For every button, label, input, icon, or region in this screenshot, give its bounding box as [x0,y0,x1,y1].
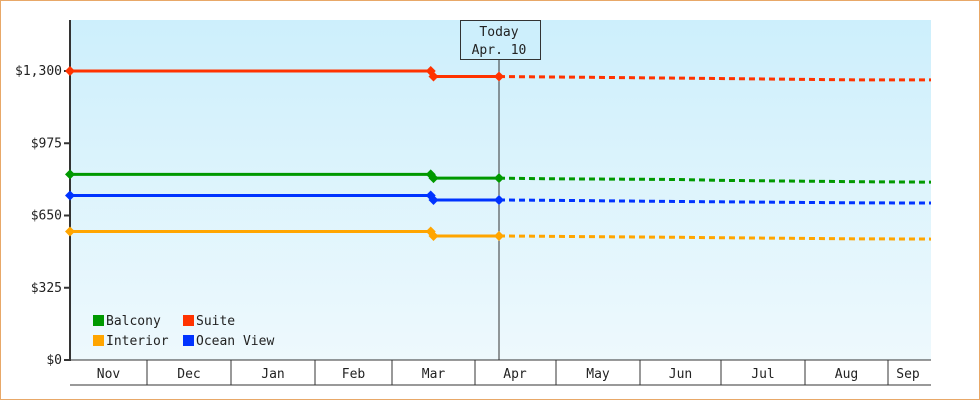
y-axis: $0 $325 $650 $975 $1,300 [15,20,71,368]
x-tick-label-jan: Jan [261,367,284,382]
series-lines [65,66,932,241]
legend-swatch [183,315,194,326]
x-tick-label-nov: Nov [97,367,121,382]
legend-item-interior: Interior [93,334,169,349]
legend-item-ocean-view: Ocean View [183,334,274,349]
legend-label: Interior [106,334,169,349]
y-tick-label: $975 [31,136,62,151]
x-tick-label-dec: Dec [177,367,200,382]
today-date: Apr. 10 [472,43,527,58]
today-marker: Today Apr. 10 [460,20,541,360]
today-label: Today [479,25,518,40]
x-tick-label-feb: Feb [342,367,366,382]
y-tick-label: $0 [46,353,62,368]
x-tick-label-mar: Mar [422,367,446,382]
legend-swatch [183,335,194,346]
y-tick-label: $1,300 [15,64,62,79]
legend: Balcony Suite Interior Ocean View [93,314,274,349]
legend-item-suite: Suite [183,314,235,329]
series-suite [65,66,931,82]
legend-label: Ocean View [196,334,274,349]
y-tick-label: $650 [31,209,62,224]
x-tick-label-aug: Aug [835,367,858,382]
y-tick-label: $325 [31,281,62,296]
series-interior [65,226,932,241]
x-tick-label-apr: Apr [503,367,527,382]
x-tick-label-may: May [586,367,610,382]
x-tick-label-jul: Jul [751,367,774,382]
x-tick-label-jun: Jun [669,367,692,382]
x-axis: Nov Dec Jan Feb Mar Apr May Jun Jul Aug Sep [70,359,931,386]
x-tick-label-sep: Sep [896,367,920,382]
series-balcony [65,169,932,184]
legend-label: Balcony [106,314,161,329]
legend-swatch [93,335,104,346]
legend-item-balcony: Balcony [93,314,161,329]
legend-swatch [93,315,104,326]
legend-label: Suite [196,314,235,329]
series-ocean-view [65,190,932,205]
